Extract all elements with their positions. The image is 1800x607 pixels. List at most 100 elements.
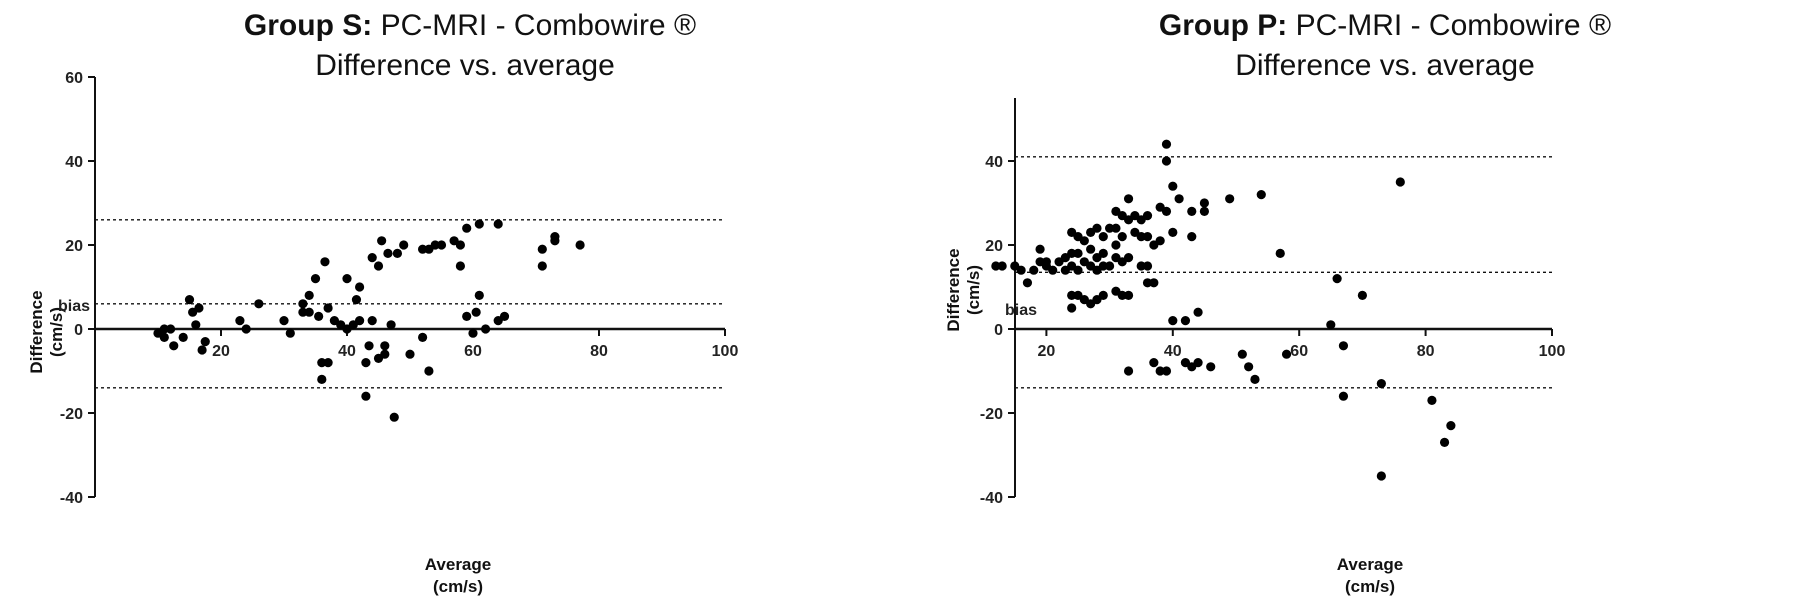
x-tick-label: 60 — [464, 343, 482, 360]
data-point — [355, 316, 365, 326]
data-point — [1168, 181, 1178, 191]
data-point — [1142, 211, 1153, 221]
x-tick-label: 40 — [1164, 343, 1182, 360]
data-point — [1123, 194, 1134, 204]
data-point — [1275, 248, 1285, 258]
data-point — [1136, 261, 1146, 271]
data-point — [1376, 379, 1386, 389]
data-point — [462, 223, 472, 233]
chart-title: Group P: PC-MRI - Combowire ® — [1159, 9, 1611, 42]
x-tick-label: 80 — [1417, 343, 1435, 360]
data-point — [1193, 358, 1203, 368]
x-axis-label: Average (cm/s) — [1337, 555, 1403, 596]
data-point — [1067, 290, 1077, 300]
data-point — [166, 324, 176, 334]
x-tick-label: 20 — [212, 343, 230, 360]
data-point — [1067, 248, 1077, 258]
data-point — [1142, 232, 1153, 242]
data-point — [373, 261, 384, 271]
data-point — [392, 248, 402, 258]
data-point — [323, 358, 333, 368]
chart-group-s: Group S: PC-MRI - Combowire ® Difference… — [27, 9, 738, 596]
y-tick-label: -40 — [60, 490, 83, 507]
chart-title-rest: PC-MRI - Combowire ® — [372, 9, 696, 42]
data-point — [194, 303, 204, 313]
data-point — [1073, 265, 1083, 275]
data-point — [367, 253, 377, 263]
y-tick-label: 20 — [985, 238, 1003, 255]
data-point — [1174, 194, 1184, 204]
data-point — [323, 303, 333, 313]
data-point — [474, 290, 484, 300]
bias-label: bias — [58, 298, 90, 315]
y-tick-label: -20 — [980, 406, 1003, 423]
data-point — [1168, 227, 1178, 237]
data-point — [1161, 156, 1172, 166]
data-point — [178, 332, 188, 342]
data-point — [418, 332, 428, 342]
data-point — [1193, 307, 1203, 317]
chart-group-p: Group P: PC-MRI - Combowire ® Difference… — [944, 9, 1611, 596]
data-point — [537, 244, 547, 254]
data-point — [455, 261, 465, 271]
data-point — [1281, 349, 1292, 359]
data-point — [1123, 366, 1134, 376]
data-point — [383, 248, 393, 258]
x-axis-label-line1: Average — [425, 555, 491, 574]
data-point — [1155, 366, 1165, 376]
data-point — [1029, 265, 1039, 275]
data-point — [1067, 303, 1077, 313]
data-point — [351, 295, 362, 305]
data-point — [462, 311, 472, 321]
data-point — [499, 311, 510, 321]
y-axis-label-line1: Difference — [27, 290, 46, 373]
data-point — [241, 324, 251, 334]
chart-subtitle: Difference vs. average — [1235, 49, 1535, 82]
data-point — [1111, 240, 1121, 250]
data-point — [298, 307, 308, 317]
data-point — [991, 261, 1001, 271]
data-point — [1376, 471, 1386, 481]
data-point — [1086, 244, 1096, 254]
x-tick-label: 20 — [1038, 343, 1056, 360]
data-point — [1237, 349, 1247, 359]
data-point — [197, 345, 207, 355]
data-point — [471, 307, 481, 317]
data-point — [1149, 278, 1159, 288]
x-axis-label-line1: Average — [1337, 555, 1403, 574]
data-point — [377, 236, 387, 246]
x-axis-label-line2: (cm/s) — [433, 577, 483, 596]
data-point — [1244, 362, 1254, 372]
data-point — [386, 320, 396, 330]
data-point — [1079, 236, 1089, 246]
data-point — [468, 328, 478, 338]
data-point — [1161, 206, 1172, 216]
y-tick-label: -20 — [60, 406, 83, 423]
data-point — [455, 240, 465, 250]
data-point — [254, 299, 264, 309]
data-point — [1123, 290, 1134, 300]
data-point — [424, 366, 434, 376]
y-tick-label: 20 — [65, 238, 83, 255]
x-tick-label: 60 — [1290, 343, 1308, 360]
y-tick-label: 0 — [994, 322, 1003, 339]
data-point — [1427, 395, 1437, 405]
data-point — [1439, 437, 1450, 447]
data-point — [1326, 320, 1336, 330]
data-point — [304, 290, 314, 300]
data-point — [355, 282, 365, 292]
y-axis-label-line2: (cm/s) — [964, 265, 983, 315]
x-tick-label: 40 — [338, 343, 356, 360]
x-tick-label: 100 — [1539, 343, 1566, 360]
data-point — [1123, 253, 1134, 263]
y-tick-label: -40 — [980, 490, 1003, 507]
data-point — [380, 341, 390, 351]
data-point — [1098, 232, 1108, 242]
y-axis-label: Difference(cm/s) — [944, 248, 983, 331]
data-point — [1206, 362, 1216, 372]
data-point — [1048, 265, 1058, 275]
data-point — [320, 257, 330, 267]
data-point — [1446, 421, 1456, 431]
data-point — [169, 341, 179, 351]
